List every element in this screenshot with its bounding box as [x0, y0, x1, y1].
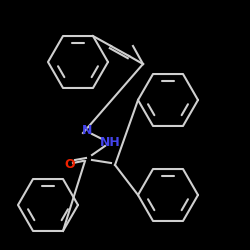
- Text: NH: NH: [100, 136, 120, 149]
- Text: O: O: [65, 158, 75, 172]
- Text: N: N: [82, 124, 92, 136]
